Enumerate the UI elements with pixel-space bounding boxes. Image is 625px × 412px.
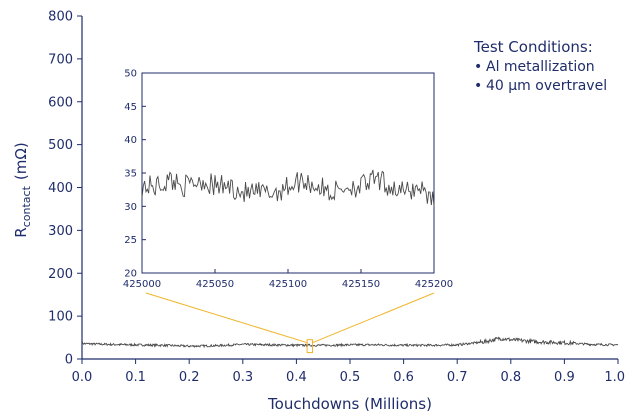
- test-condition-item-2: 40 µm overtravel: [486, 78, 607, 94]
- inset-x-tick-label: 425000: [123, 279, 161, 290]
- inset-y-tick-label: 20: [124, 269, 137, 280]
- y-tick-label: 200: [48, 267, 73, 282]
- x-tick-label: 0.5: [340, 370, 361, 385]
- main-series: [81, 336, 619, 349]
- inset-axes: 20 25 30 35 40 45 50 425000 425050 425100 425150 42…: [123, 69, 453, 291]
- y-axis-title-subscript: contact: [20, 185, 33, 227]
- y-tick-label: 600: [48, 95, 73, 110]
- inset-y-tick-label: 40: [124, 135, 137, 146]
- x-tick-label: 0.3: [232, 370, 253, 385]
- y-axis-title-text: Rcontact (mΩ): [12, 142, 33, 237]
- inset-x-tick-label: 425200: [415, 279, 453, 290]
- inset-x-tick-label: 425050: [196, 279, 234, 290]
- y-tick-label: 500: [48, 138, 73, 153]
- inset-background: [141, 72, 435, 274]
- main-series-line: [81, 336, 619, 349]
- inset-y-tick-label: 50: [124, 69, 137, 80]
- x-tick-label: 0.4: [286, 370, 307, 385]
- test-condition-item-1: Al metallization: [486, 59, 595, 75]
- inset-x-tick-label: 425150: [342, 279, 380, 290]
- y-tick-label: 400: [48, 181, 73, 196]
- inset-x-tick-label: 425100: [269, 279, 307, 290]
- x-tick-label: 0.9: [554, 370, 575, 385]
- inset-y-tick-label: 35: [124, 169, 137, 180]
- test-condition-bullet-1: •: [474, 59, 482, 75]
- y-tick-label: 300: [48, 224, 73, 239]
- x-tick-label: 1.0: [604, 370, 625, 385]
- inset-series-line: [141, 169, 435, 207]
- inset-y-tick-label: 45: [124, 102, 137, 113]
- y-tick-label: 800: [48, 10, 73, 25]
- y-axis-title: Rcontact (mΩ): [12, 142, 33, 237]
- x-tick-label: 0.1: [125, 370, 146, 385]
- inset-y-tick-label: 25: [124, 235, 137, 246]
- zoom-connectors: [145, 292, 435, 354]
- x-tick-label: 0.2: [179, 370, 200, 385]
- x-tick-label: 0.7: [447, 370, 468, 385]
- zoom-window-box: [306, 339, 313, 354]
- main-axes: 0 100 200 300 400 500 600 700 800 0.0 0.1 0.2 0.3 0.4…: [48, 10, 625, 386]
- test-conditions-title: Test Conditions:: [473, 38, 593, 56]
- y-tick-label: 700: [48, 52, 73, 67]
- inset-y-tick-label: 30: [124, 202, 137, 213]
- zoom-connector-left: [145, 292, 308, 344]
- inset-chart: 20 25 30 35 40 45 50 425000 425050 425100 425150 42…: [123, 69, 453, 291]
- zoom-connector-right: [312, 292, 435, 344]
- test-conditions-annotation: Test Conditions: • Al metallization • 40…: [473, 38, 607, 94]
- x-axis-title: Touchdowns (Millions): [267, 395, 432, 412]
- y-tick-label: 100: [48, 310, 73, 325]
- y-tick-label: 0: [65, 353, 73, 368]
- x-tick-label: 0.8: [500, 370, 521, 385]
- x-tick-label: 0.6: [393, 370, 414, 385]
- inset-series: [141, 169, 435, 207]
- x-tick-label: 0.0: [72, 370, 93, 385]
- y-axis-title-unit: (mΩ): [12, 142, 30, 180]
- test-condition-bullet-2: •: [474, 78, 482, 94]
- y-axis-title-main: R: [12, 227, 30, 237]
